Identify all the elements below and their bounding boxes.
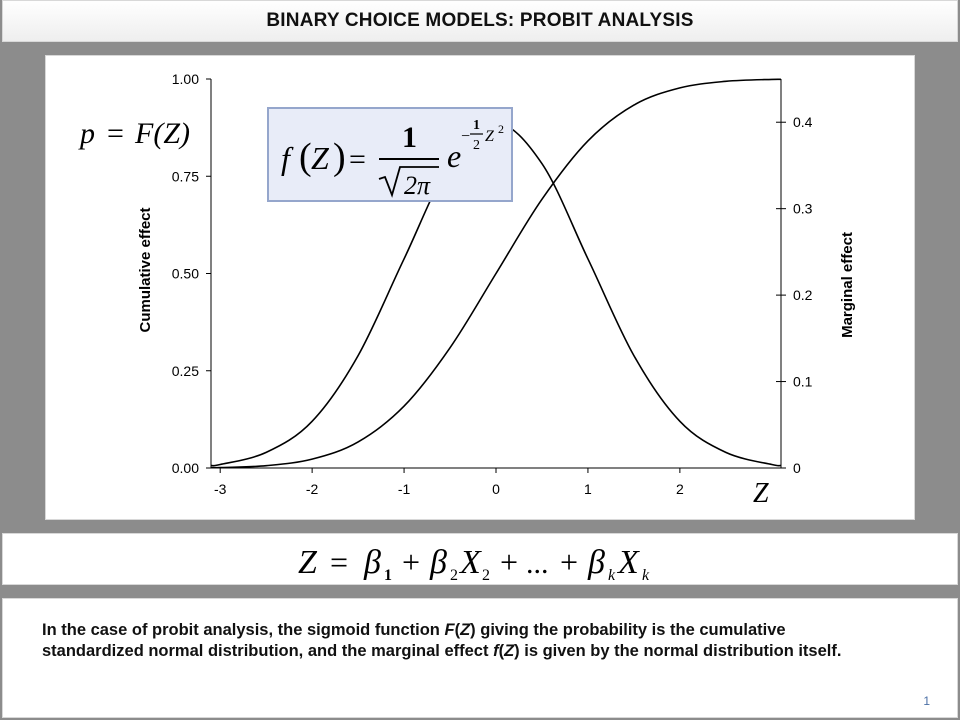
caption-z-2: Z [504, 642, 515, 660]
y-axis-right-title: Marginal effect [839, 232, 856, 338]
pdf-denominator: 2π [404, 171, 431, 200]
caption-paren-open-2: ( [498, 642, 505, 660]
cumulative-effect-curve [210, 78, 782, 469]
beta-k-sub: k [608, 567, 616, 583]
ticks-layer: -3 -2 -1 0 1 2 0.00 0.25 0.50 0.75 1.00 0 0.1 0.2 0.3 0… [172, 71, 813, 497]
cdf-lhs: p [78, 117, 95, 150]
x-tick-label: -1 [398, 481, 411, 497]
caption-paren-open-1: ( [454, 621, 461, 639]
text-panel: In the case of probit analysis, the sigm… [2, 598, 958, 718]
exp-var: Z [485, 128, 495, 145]
slide-caption: In the case of probit analysis, the sigm… [42, 620, 888, 662]
caption-paren-close-1: ) [470, 621, 476, 639]
z-equation: Z = β 1 + β 2 X 2 + ... + β k X k [298, 544, 650, 583]
caption-z-1: Z [460, 621, 471, 639]
equation-panel: Z = β 1 + β 2 X 2 + ... + β k X k [2, 533, 958, 585]
exp-sign: − [461, 128, 470, 145]
pdf-formula-box [267, 107, 513, 202]
y-left-tick-label: 0.00 [172, 460, 199, 476]
x-axis-title: Z [753, 478, 769, 509]
y-left-tick-label: 0.50 [172, 266, 199, 282]
cdf-formula: p = F(Z) [78, 117, 190, 150]
x-tick-label: 0 [492, 481, 500, 497]
x-tick-label: 2 [676, 481, 684, 497]
plus-1: + [402, 544, 420, 580]
plus-3: + [560, 544, 578, 580]
exp-power: 2 [498, 122, 504, 136]
caption-small-f: f [493, 642, 499, 660]
caption-part-2: giving the probability is the cumulative… [42, 621, 786, 660]
x2-sub: 2 [482, 567, 490, 583]
pdf-numerator: 1 [402, 121, 417, 154]
xk: X [616, 544, 640, 581]
y-left-tick-label: 1.00 [172, 71, 199, 87]
y-right-tick-label: 0.3 [793, 201, 813, 217]
page-number: 1 [923, 694, 930, 708]
pdf-var: Z [311, 140, 330, 176]
beta-k: β [587, 544, 605, 581]
beta1: β [363, 544, 381, 581]
y-right-tick-label: 0.2 [793, 287, 813, 303]
exp-denominator: 2 [473, 138, 480, 153]
y-left-tick-label: 0.25 [172, 363, 199, 379]
x-tick-label: -3 [214, 481, 227, 497]
x-tick-label: 1 [584, 481, 592, 497]
beta2-sub: 2 [450, 567, 458, 583]
caption-big-f: F [444, 621, 455, 639]
pdf-equals: = [349, 143, 366, 176]
y-right-tick-label: 0 [793, 460, 801, 476]
caption-part-1: In the case of probit analysis, the sigm… [42, 621, 445, 639]
exp-numerator: 1 [473, 118, 480, 133]
ellipsis: ... [526, 547, 549, 580]
y-left-tick-label: 0.75 [172, 168, 199, 184]
y-right-tick-label: 0.1 [793, 374, 813, 390]
x-tick-label: -2 [306, 481, 319, 497]
cdf-equals: = [107, 117, 124, 150]
cdf-rhs: F(Z) [134, 117, 190, 150]
pdf-formula: f ( Z ) = 1 2π e − 1 2 Z 2 [281, 118, 504, 200]
x2: X [458, 544, 482, 581]
z-lhs: Z [298, 544, 318, 581]
beta2: β [429, 544, 447, 581]
pdf-e: e [447, 138, 461, 174]
caption-part-3: is given by the normal distribution itse… [519, 642, 842, 660]
xk-sub: k [642, 567, 650, 583]
chart-panel: -3 -2 -1 0 1 2 0.00 0.25 0.50 0.75 1.00 0 0.1 0.2 0.3 0… [45, 55, 915, 520]
slide-title: BINARY CHOICE MODELS: PROBIT ANALYSIS [266, 10, 694, 31]
y-axis-left-title: Cumulative effect [137, 207, 154, 332]
z-equals: = [330, 544, 348, 580]
pdf-paren-open: ( [299, 136, 312, 178]
plus-2: + [500, 544, 518, 580]
y-right-tick-label: 0.4 [793, 114, 813, 130]
title-bar: BINARY CHOICE MODELS: PROBIT ANALYSIS [2, 0, 958, 42]
pdf-f: f [281, 140, 294, 176]
caption-paren-close-2: ) [514, 642, 520, 660]
sqrt-sign-icon [378, 166, 439, 198]
pdf-paren-close: ) [333, 136, 346, 178]
beta1-sub: 1 [384, 567, 392, 583]
